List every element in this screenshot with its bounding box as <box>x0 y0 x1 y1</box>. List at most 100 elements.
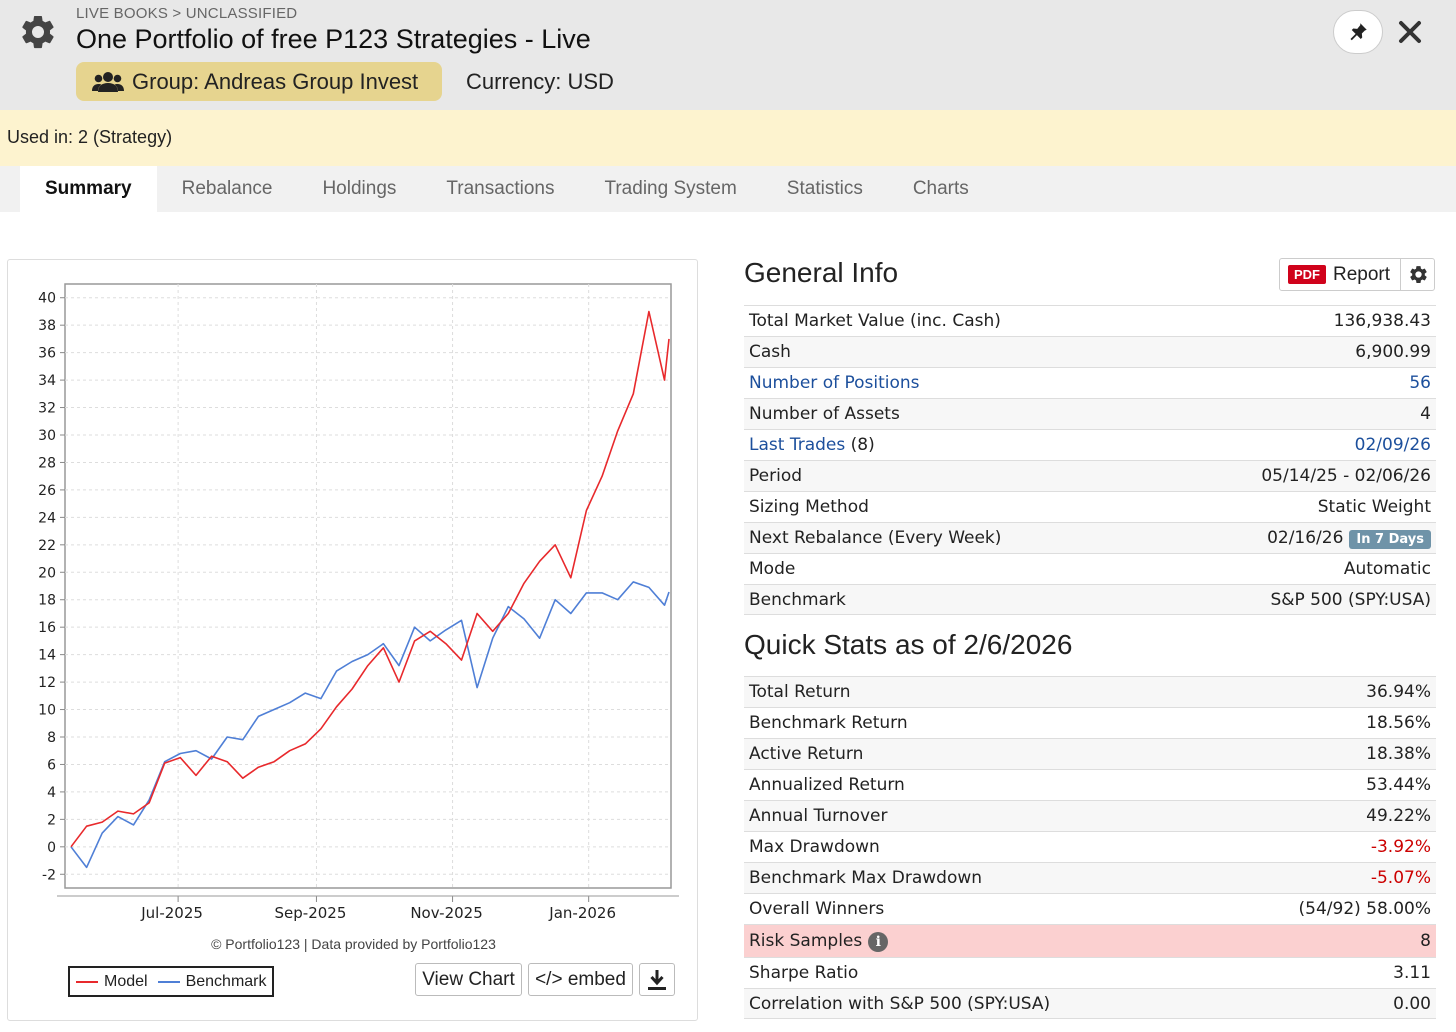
download-button[interactable] <box>639 963 675 996</box>
group-badge[interactable]: Group: Andreas Group Invest <box>76 62 442 101</box>
table-row: Max Drawdown -3.92% <box>744 831 1436 862</box>
x-tick-label: Jan-2026 <box>548 904 616 922</box>
page-title: One Portfolio of free P123 Strategies - … <box>76 24 591 54</box>
positions-link[interactable]: Number of Positions <box>749 373 920 393</box>
days-badge: In 7 Days <box>1349 529 1431 549</box>
view-chart-button[interactable]: View Chart <box>415 963 522 996</box>
table-row: Annual Turnover 49.22% <box>744 800 1436 831</box>
last-trades-date-link[interactable]: 02/09/26 <box>1354 435 1431 455</box>
row-label: Period <box>749 466 803 486</box>
table-row: Cash 6,900.99 <box>744 336 1436 367</box>
table-row: Correlation with S&P 500 (SPY:USA) 0.00 <box>744 988 1436 1019</box>
y-tick-label: 32 <box>38 401 56 417</box>
table-row: Benchmark Max Drawdown -5.07% <box>744 862 1436 893</box>
row-value: S&P 500 (SPY:USA) <box>1270 589 1431 610</box>
row-label: Correlation with S&P 500 (SPY:USA) <box>749 993 1051 1014</box>
pin-icon <box>1350 23 1367 41</box>
embed-button[interactable]: </> embed <box>528 963 633 996</box>
row-label: Annual Turnover <box>749 806 888 826</box>
y-tick-label: 12 <box>38 675 56 691</box>
row-value: 18.56% <box>1366 713 1431 733</box>
table-row: Benchmark Return 18.56% <box>744 707 1436 738</box>
y-tick-label: 14 <box>38 648 56 664</box>
report-settings-icon[interactable] <box>1408 264 1429 285</box>
table-row: Next Rebalance (Every Week) 02/16/26 In 7… <box>744 522 1436 553</box>
y-tick-label: 4 <box>47 785 56 801</box>
table-row: Active Return 18.38% <box>744 738 1436 769</box>
report-label: Report <box>1333 263 1391 285</box>
row-value: 36.94% <box>1366 682 1431 702</box>
y-tick-label: 26 <box>38 483 56 499</box>
general-info-title: General Info <box>744 257 899 288</box>
legend-benchmark-swatch <box>157 980 180 983</box>
performance-chart[interactable]: 4038363432302826242220181614121086420-2J… <box>8 260 699 930</box>
pin-button[interactable] <box>1333 10 1383 54</box>
chart-copyright: © Portfolio123 | Data provided by Portfo… <box>211 936 496 952</box>
row-value: 18.38% <box>1366 744 1431 764</box>
risk-samples-label: Risk Samples <box>749 930 863 951</box>
row-label: Number of Assets <box>749 404 900 424</box>
row-label: Overall Winners <box>749 899 885 919</box>
row-value: 4 <box>1420 404 1431 424</box>
close-button[interactable] <box>1392 14 1428 50</box>
row-value: -5.07% <box>1370 868 1431 888</box>
y-tick-label: 30 <box>38 428 56 444</box>
y-tick-label: 2 <box>47 812 56 828</box>
row-value: 136,938.43 <box>1333 311 1431 331</box>
row-value: 49.22% <box>1366 806 1431 826</box>
row-label: Cash <box>749 342 791 362</box>
y-tick-label: 36 <box>38 346 56 362</box>
info-icon[interactable]: i <box>868 931 889 952</box>
row-value: 0.00 <box>1393 993 1431 1014</box>
tab-rebalance[interactable]: Rebalance <box>181 178 273 199</box>
y-tick-label: 8 <box>47 730 56 746</box>
table-row: Number of Positions 56 <box>744 367 1436 398</box>
row-label: Mode <box>749 559 796 579</box>
y-tick-label: 24 <box>38 510 56 526</box>
close-icon <box>1399 21 1421 43</box>
tab-transactions[interactable]: Transactions <box>446 178 555 199</box>
next-rebalance-date: 02/16/26 <box>1267 527 1344 548</box>
table-row: Overall Winners (54/92) 58.00% <box>744 893 1436 924</box>
row-label: Total Market Value (inc. Cash) <box>749 311 1001 331</box>
row-label: Risk Samples i <box>749 930 889 952</box>
pdf-icon: PDF <box>1288 265 1326 284</box>
y-tick-label: 6 <box>47 757 56 773</box>
currency-label: Currency: USD <box>466 69 614 94</box>
row-label: Next Rebalance (Every Week) <box>749 528 1002 548</box>
row-label: Benchmark Max Drawdown <box>749 868 983 888</box>
row-label: Max Drawdown <box>749 837 880 857</box>
general-info-table: Total Market Value (inc. Cash) 136,938.4… <box>744 305 1436 615</box>
tab-holdings[interactable]: Holdings <box>322 178 397 199</box>
row-label: Annualized Return <box>749 775 905 795</box>
table-row: Mode Automatic <box>744 553 1436 584</box>
tab-statistics[interactable]: Statistics <box>786 178 863 199</box>
row-label: Active Return <box>749 744 864 764</box>
y-tick-label: 38 <box>38 318 56 334</box>
tab-trading-system[interactable]: Trading System <box>604 178 737 199</box>
y-tick-label: 16 <box>38 620 56 636</box>
y-tick-label: -2 <box>42 867 56 883</box>
tab-charts[interactable]: Charts <box>912 178 969 199</box>
last-trades-count: (8) <box>845 435 875 455</box>
x-tick-label: Jul-2025 <box>140 904 203 922</box>
gear-icon[interactable] <box>18 12 58 52</box>
y-tick-label: 40 <box>38 291 56 307</box>
row-label: Sharpe Ratio <box>749 963 859 983</box>
tab-summary[interactable]: Summary <box>20 166 157 212</box>
row-value: 05/14/25 - 02/06/26 <box>1261 466 1431 486</box>
table-row: Sharpe Ratio 3.11 <box>744 957 1436 988</box>
tab-bar: Summary Rebalance Holdings Transactions … <box>0 166 1456 212</box>
group-label: Group: Andreas Group Invest <box>132 68 419 94</box>
report-button[interactable]: PDF Report <box>1279 258 1435 291</box>
legend-model-swatch <box>76 980 98 983</box>
y-tick-label: 22 <box>38 538 56 554</box>
row-label: Sizing Method <box>749 497 869 517</box>
breadcrumb[interactable]: LIVE BOOKS > UNCLASSIFIED <box>76 5 298 22</box>
x-tick-label: Sep-2025 <box>275 904 347 922</box>
y-tick-label: 10 <box>38 703 56 719</box>
last-trades-link[interactable]: Last Trades <box>749 435 846 455</box>
plot-area <box>64 283 672 889</box>
positions-count-link[interactable]: 56 <box>1409 373 1431 393</box>
x-tick-label: Nov-2025 <box>410 904 482 922</box>
